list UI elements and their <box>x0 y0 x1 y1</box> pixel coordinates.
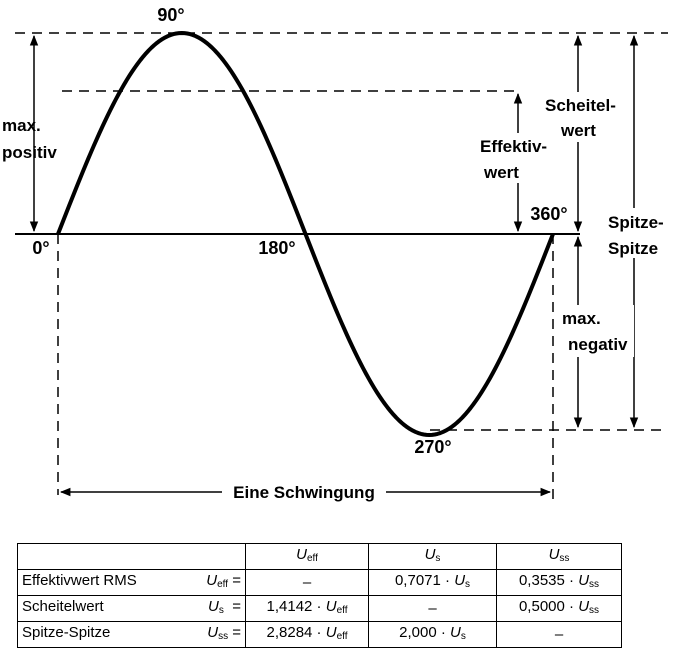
label-360-degrees: 360° <box>530 204 567 224</box>
header-ueff-symbol: U <box>296 546 307 563</box>
cell-value: – <box>245 569 369 596</box>
values-table-wrapper: Ueff Us Uss Effektivwert RMS Ueff = – 0,… <box>17 543 622 648</box>
cell-value: 1,4142 · Ueff <box>245 595 369 622</box>
label-spitze-spitze-line1: Spitze- <box>608 213 664 232</box>
cell-subscript: eff <box>336 631 348 642</box>
sine-wave-diagram: 90° 0° 180° 360° 270° max. positiv Schei… <box>2 5 670 505</box>
label-scheitelwert-line1: Scheitel- <box>545 96 616 115</box>
row-subscript: ss <box>218 631 229 642</box>
header-empty-cell <box>17 543 246 570</box>
cell-subscript: ss <box>589 605 600 616</box>
label-270-degrees: 270° <box>414 437 451 457</box>
header-uss-symbol: U <box>548 546 560 563</box>
scheitel-label-background <box>544 92 626 142</box>
label-max-positiv-line2: positiv <box>2 143 57 162</box>
cell-value: – <box>496 621 622 648</box>
cell-value: 2,8284 · Ueff <box>245 621 369 648</box>
cell-value: 0,5000 · Uss <box>496 595 622 622</box>
cell-value: 0,7071 · Us <box>368 569 497 596</box>
row-equals: = <box>232 624 241 641</box>
cell-symbol: U <box>325 598 337 615</box>
spitze-label-background <box>606 208 670 258</box>
cell-symbol: U <box>578 572 590 589</box>
row-name: Spitze-Spitze <box>22 624 111 641</box>
row-label-effektivwert: Effektivwert RMS Ueff = <box>17 569 246 596</box>
cell-number: 0,3535 · <box>518 572 579 589</box>
row-subscript: s <box>218 605 224 616</box>
cell-subscript: s <box>460 631 466 642</box>
row-label-spitze-spitze: Spitze-Spitze Uss = <box>17 621 246 648</box>
cell-number: 2,8284 · <box>266 624 326 641</box>
row-symbol: U <box>208 598 219 615</box>
cell-number: 0,7071 · <box>394 572 455 589</box>
row-formula: Uss = <box>207 622 241 647</box>
cell-number: 2,000 · <box>399 624 451 641</box>
cell-value: 2,000 · Us <box>368 621 497 648</box>
row-symbol: U <box>207 624 219 641</box>
label-0-degrees: 0° <box>32 238 49 258</box>
table-row: Scheitelwert Us = 1,4142 · Ueff – 0,5000… <box>17 595 622 622</box>
row-label-scheitelwert: Scheitelwert Us = <box>17 595 246 622</box>
label-max-negativ-line2: negativ <box>568 335 628 354</box>
label-max-positiv-line1: max. <box>2 116 41 135</box>
row-formula: Us = <box>208 596 241 621</box>
sine-wave-curve <box>56 31 555 437</box>
cell-symbol: U <box>325 624 337 641</box>
label-max-negativ-line1: max. <box>562 309 601 328</box>
row-subscript: eff <box>217 579 229 590</box>
cell-value: – <box>368 595 497 622</box>
header-us-subscript: s <box>435 553 441 564</box>
cell-subscript: eff <box>336 605 348 616</box>
effektiv-label-background <box>478 133 556 183</box>
label-180-degrees: 180° <box>258 238 295 258</box>
label-effektivwert-line1: Effektiv- <box>480 137 547 156</box>
table-row: Spitze-Spitze Uss = 2,8284 · Ueff 2,000 … <box>17 621 622 648</box>
row-symbol: U <box>206 572 218 589</box>
label-spitze-spitze-line2: Spitze <box>608 239 658 258</box>
row-equals: = <box>232 572 241 589</box>
header-us: Us <box>368 543 497 570</box>
negativ-label-background <box>556 305 634 357</box>
cell-symbol: U <box>454 572 466 589</box>
cell-value: 0,3535 · Uss <box>496 569 622 596</box>
cell-symbol: U <box>578 598 590 615</box>
table-header-row: Ueff Us Uss <box>17 543 622 570</box>
header-ueff: Ueff <box>245 543 369 570</box>
row-name: Scheitelwert <box>22 598 104 615</box>
values-table: Ueff Us Uss Effektivwert RMS Ueff = – 0,… <box>17 543 622 648</box>
label-90-degrees: 90° <box>157 5 184 25</box>
header-ueff-subscript: eff <box>306 553 318 564</box>
header-uss: Uss <box>496 543 622 570</box>
label-effektivwert-line2: wert <box>483 163 519 182</box>
table-row: Effektivwert RMS Ueff = – 0,7071 · Us 0,… <box>17 569 622 596</box>
cell-symbol: U <box>450 624 461 641</box>
row-name: Effektivwert RMS <box>22 572 137 589</box>
label-scheitelwert-line2: wert <box>560 121 596 140</box>
one-cycle-label-background <box>222 480 386 504</box>
row-equals: = <box>232 598 241 615</box>
cell-number: 1,4142 · <box>266 598 326 615</box>
row-formula: Ueff = <box>206 570 241 595</box>
header-uss-subscript: ss <box>559 553 570 564</box>
label-eine-schwingung: Eine Schwingung <box>233 483 375 502</box>
cell-subscript: s <box>465 579 471 590</box>
cell-subscript: ss <box>589 579 600 590</box>
header-us-symbol: U <box>424 546 436 563</box>
cell-number: 0,5000 · <box>518 598 579 615</box>
